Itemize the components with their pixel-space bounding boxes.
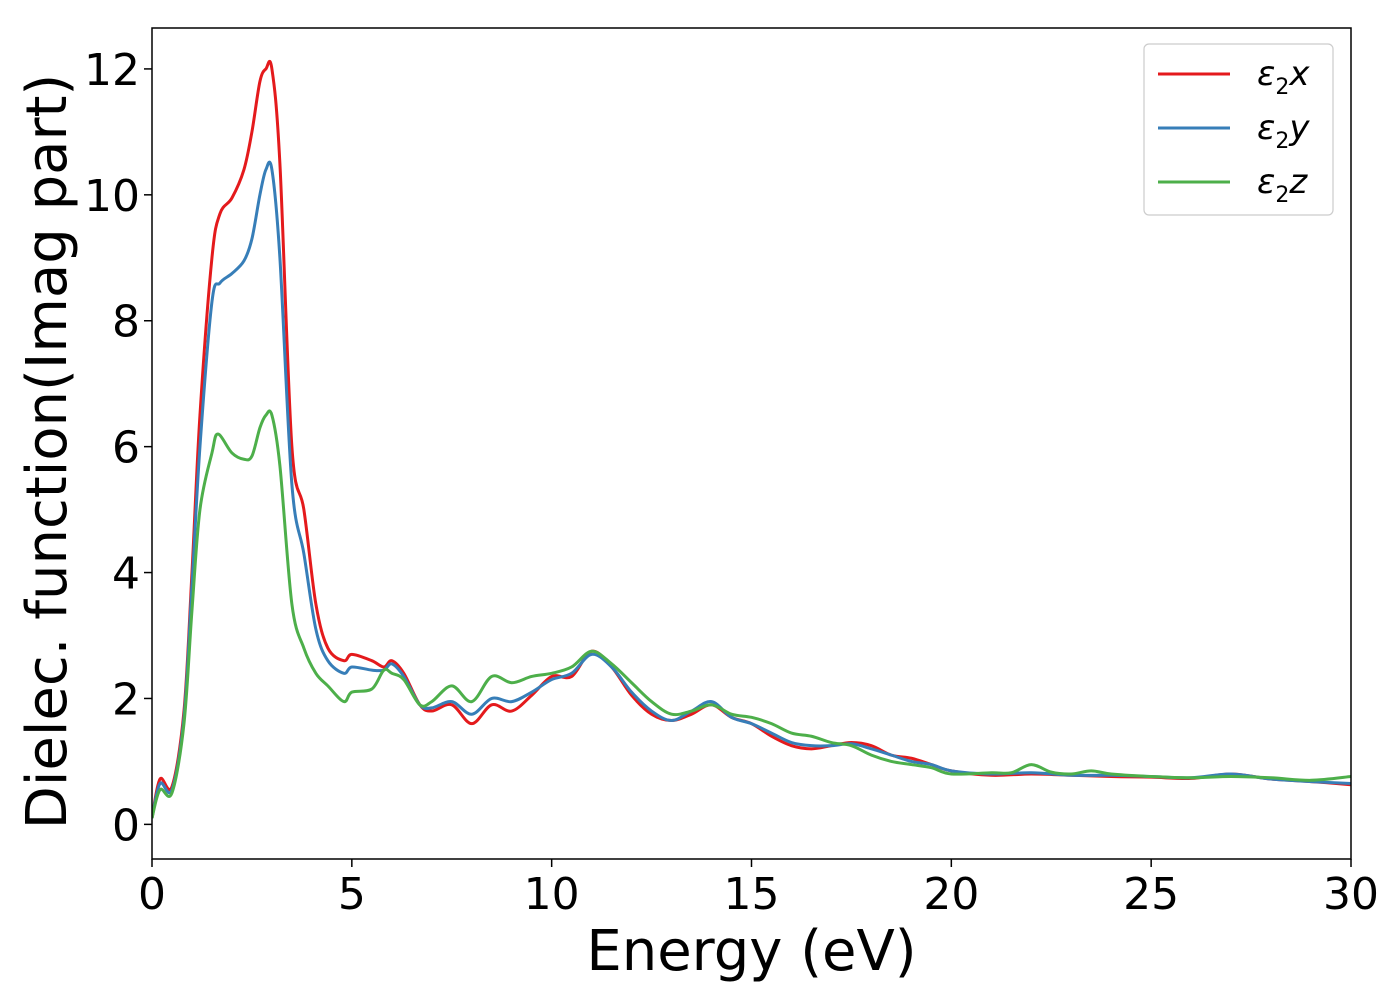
series-line-z xyxy=(152,409,1351,819)
legend-label: ε2x xyxy=(1257,54,1310,100)
x-tick-label: 10 xyxy=(524,869,580,920)
legend-label: ε2z xyxy=(1257,162,1308,208)
x-tick-label: 15 xyxy=(724,869,780,920)
x-tick-label: 20 xyxy=(923,869,979,920)
legend-entry-z: ε2z xyxy=(1158,162,1308,208)
series-layer xyxy=(152,59,1351,819)
x-tick-label: 0 xyxy=(138,869,166,920)
legend-entry-x: ε2x xyxy=(1158,54,1310,100)
legend-label: ε2y xyxy=(1257,108,1310,154)
y-axis-label: Dielec. function(Imag part) xyxy=(15,74,80,830)
y-tick-label: 0 xyxy=(112,800,140,851)
series-line-y xyxy=(152,160,1351,819)
legend: ε2x ε2y ε2z xyxy=(1143,43,1334,216)
x-tick-label: 5 xyxy=(338,869,366,920)
x-tick-label: 30 xyxy=(1323,869,1379,920)
y-tick-label: 4 xyxy=(112,549,140,600)
y-tick-label: 2 xyxy=(112,674,140,725)
y-tick-label: 6 xyxy=(112,423,140,474)
legend-entry-y: ε2y xyxy=(1158,108,1310,154)
y-axis-ticks: 0 2 4 6 8 10 12 xyxy=(84,45,152,851)
y-tick-label: 8 xyxy=(112,297,140,348)
x-axis-label: Energy (eV) xyxy=(586,919,916,984)
y-tick-label: 10 xyxy=(84,171,140,222)
x-tick-label: 25 xyxy=(1123,869,1179,920)
legend-box xyxy=(1143,43,1334,216)
x-axis-ticks: 0 5 10 15 20 25 30 xyxy=(138,859,1379,920)
y-tick-label: 12 xyxy=(84,45,140,96)
